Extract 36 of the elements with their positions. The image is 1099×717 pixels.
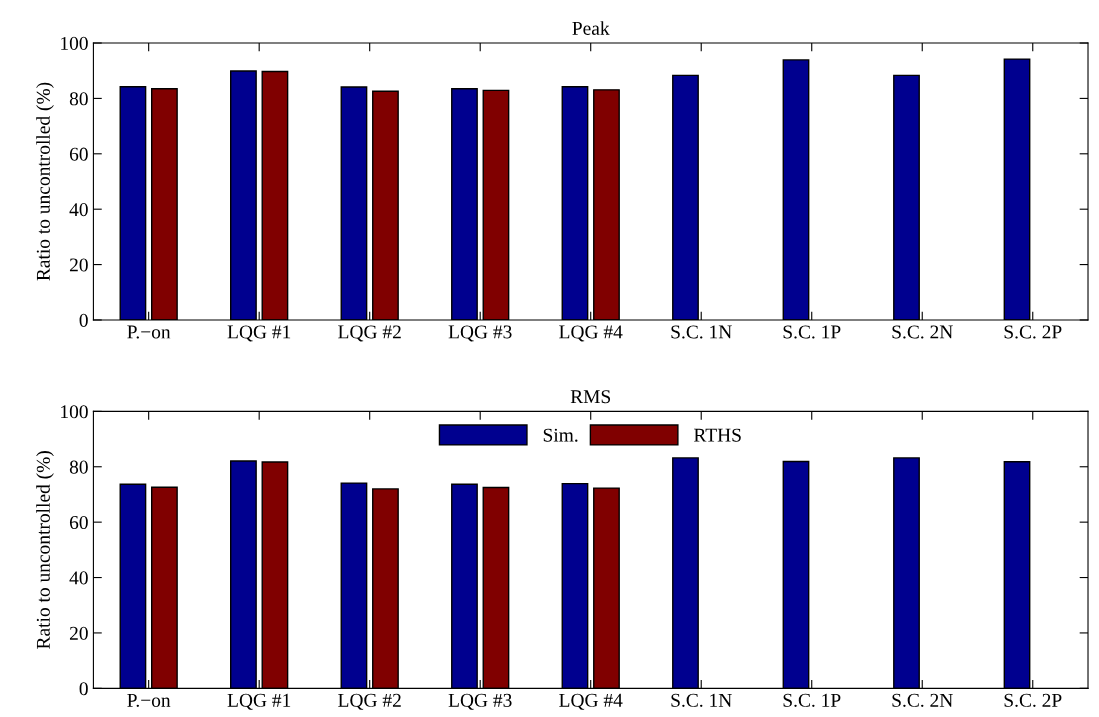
x-tick-label: S.C. 2P [1004, 325, 1062, 339]
y-tick-label: 80 [69, 92, 88, 106]
x-tick-label: LQG #3 [448, 693, 512, 710]
x-tick-label: LQG #3 [448, 325, 512, 342]
y-tick-label: 20 [69, 258, 88, 272]
x-tick-label: S.C. 2N [892, 693, 953, 707]
x-tick-label: LQG #2 [338, 325, 401, 342]
y-tick-label: 40 [69, 203, 88, 217]
y-axis-title: Ratio to uncontrolled (%) [36, 82, 54, 281]
chart-title: Peak [572, 21, 610, 35]
x-tick-label: S.C. 1N [671, 325, 732, 339]
x-tick-label: S.C. 1P [783, 693, 841, 707]
y-tick-label: 0 [79, 313, 88, 327]
x-tick-label: LQG #4 [559, 693, 623, 710]
chart-title: RMS [570, 390, 611, 404]
x-tick-label: P.−on [127, 693, 171, 707]
legend-label: Sim. [543, 428, 578, 442]
y-tick-label: 80 [69, 460, 88, 474]
y-tick-label: 100 [61, 405, 88, 419]
x-tick-label: LQG #4 [559, 325, 623, 342]
y-tick-label: 100 [61, 36, 88, 50]
y-tick-label: 0 [79, 682, 88, 696]
y-tick-label: 20 [69, 626, 88, 640]
y-axis-title: Ratio to uncontrolled (%) [36, 451, 54, 649]
x-tick-label: P.−on [127, 325, 171, 339]
x-tick-label: S.C. 1N [671, 693, 732, 707]
x-tick-label: S.C. 2N [892, 325, 953, 339]
x-tick-label: S.C. 2P [1004, 693, 1062, 707]
x-tick-label: LQG #1 [227, 325, 291, 342]
x-tick-label: S.C. 1P [783, 325, 841, 339]
legend-label: RTHS [693, 428, 741, 442]
y-tick-label: 60 [69, 147, 88, 161]
y-tick-label: 60 [69, 515, 88, 530]
y-tick-label: 40 [69, 571, 88, 585]
x-tick-label: LQG #2 [338, 693, 401, 710]
x-tick-label: LQG #1 [227, 693, 291, 710]
